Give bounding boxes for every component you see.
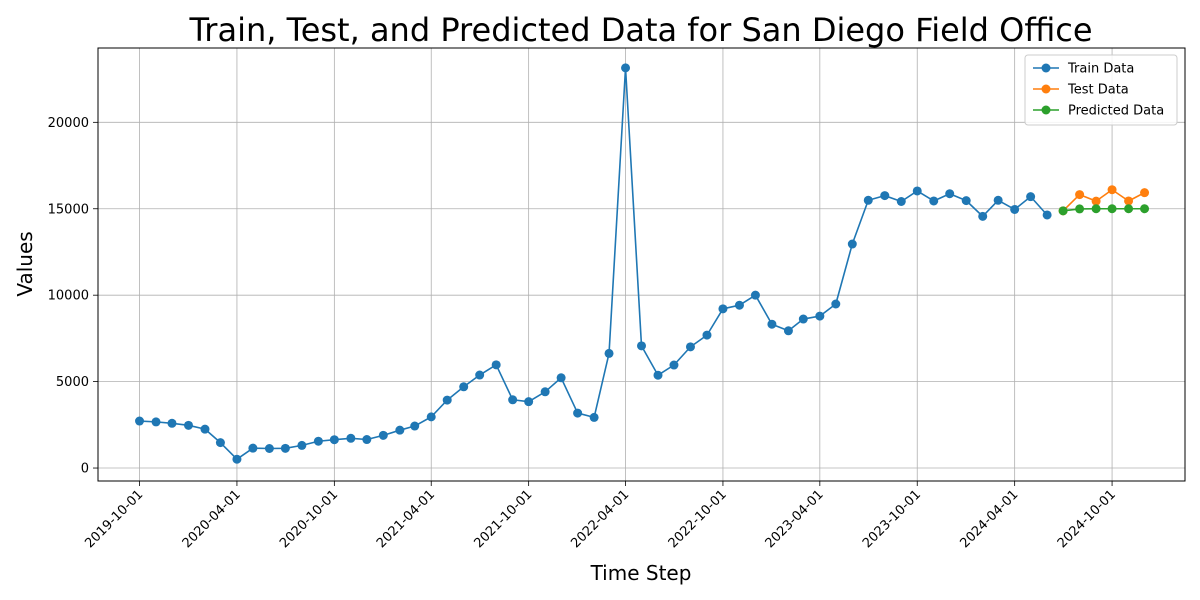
data-point-train-data xyxy=(524,397,534,407)
data-point-train-data xyxy=(508,395,518,405)
data-point-predicted-data xyxy=(1058,206,1068,216)
data-point-train-data xyxy=(1042,210,1052,220)
data-point-predicted-data xyxy=(1075,204,1085,214)
data-point-train-data xyxy=(750,290,760,300)
legend-label: Predicted Data xyxy=(1068,104,1164,119)
data-point-train-data xyxy=(863,195,873,205)
data-point-predicted-data xyxy=(1091,204,1101,214)
data-point-train-data xyxy=(491,360,501,370)
data-point-train-data xyxy=(410,421,420,431)
data-point-train-data xyxy=(264,444,274,454)
grid xyxy=(98,48,1185,481)
data-point-test-data xyxy=(1091,196,1101,206)
y-tick-label: 5000 xyxy=(56,375,89,390)
data-point-train-data xyxy=(783,326,793,336)
data-point-train-data xyxy=(395,425,405,435)
data-point-train-data xyxy=(669,360,679,370)
legend-item-test-data: Test Data xyxy=(1033,83,1129,98)
data-point-test-data xyxy=(1075,190,1085,200)
y-tick-label: 0 xyxy=(81,462,89,477)
data-point-train-data xyxy=(945,189,955,199)
data-point-train-data xyxy=(280,443,290,453)
y-tick-label: 15000 xyxy=(48,202,89,217)
legend-swatch-marker xyxy=(1041,105,1051,115)
legend-label: Train Data xyxy=(1067,62,1134,77)
data-point-train-data xyxy=(346,433,356,443)
data-point-train-data xyxy=(475,370,485,380)
data-point-train-data xyxy=(718,304,728,314)
data-point-train-data xyxy=(135,416,145,426)
data-point-train-data xyxy=(978,211,988,221)
y-axis-title: Values xyxy=(13,231,37,296)
data-point-train-data xyxy=(637,341,646,351)
data-point-train-data xyxy=(685,342,695,352)
data-point-train-data xyxy=(297,440,307,450)
data-point-train-data xyxy=(556,373,566,383)
data-point-train-data xyxy=(589,412,599,422)
series-layer xyxy=(135,63,1150,464)
series-predicted-data xyxy=(1058,204,1150,216)
data-point-train-data xyxy=(798,314,808,324)
data-point-train-data xyxy=(912,186,922,196)
legend-label: Test Data xyxy=(1067,83,1129,98)
data-point-predicted-data xyxy=(1124,204,1134,214)
data-point-train-data xyxy=(1010,204,1020,214)
data-point-train-data xyxy=(993,195,1003,205)
series-train-data xyxy=(135,63,1052,464)
data-point-train-data xyxy=(378,430,388,440)
y-tick-label: 20000 xyxy=(48,116,89,131)
data-point-predicted-data xyxy=(1107,204,1117,214)
y-axis: 0 5000 10000 15000 20000 xyxy=(48,116,98,477)
data-point-train-data xyxy=(929,196,939,206)
data-point-train-data xyxy=(573,408,583,418)
data-point-train-data xyxy=(604,348,614,358)
data-point-train-data xyxy=(200,424,210,434)
data-point-train-data xyxy=(1026,192,1036,202)
data-point-test-data xyxy=(1107,185,1117,195)
data-point-train-data xyxy=(961,196,971,206)
data-point-train-data xyxy=(313,436,323,446)
data-point-train-data xyxy=(183,420,193,430)
data-point-train-data xyxy=(734,300,744,310)
data-point-train-data xyxy=(896,196,906,206)
data-point-train-data xyxy=(815,311,825,321)
data-point-test-data xyxy=(1140,188,1150,198)
data-point-train-data xyxy=(702,330,712,340)
data-point-train-data xyxy=(329,435,339,445)
data-point-predicted-data xyxy=(1140,204,1150,214)
chart-title: Train, Test, and Predicted Data for San … xyxy=(188,11,1092,49)
data-point-train-data xyxy=(540,387,550,397)
data-point-train-data xyxy=(167,418,177,428)
data-point-train-data xyxy=(621,63,631,73)
legend-box xyxy=(1024,54,1178,126)
legend-swatch-marker xyxy=(1041,84,1051,94)
plot-frame xyxy=(97,47,1186,482)
data-point-train-data xyxy=(767,319,777,329)
data-point-train-data xyxy=(847,239,857,249)
legend-item-predicted-data: Predicted Data xyxy=(1033,104,1164,119)
data-point-train-data xyxy=(215,438,225,448)
data-point-train-data xyxy=(831,299,841,309)
legend-item-train-data: Train Data xyxy=(1033,62,1134,77)
legend-swatch-marker xyxy=(1041,63,1051,73)
legend: Train Data Test Data Predicted Data xyxy=(1024,54,1178,126)
data-point-train-data xyxy=(442,395,452,405)
data-point-train-data xyxy=(232,454,242,464)
data-point-test-data xyxy=(1124,196,1134,206)
data-point-train-data xyxy=(459,382,469,392)
data-point-train-data xyxy=(362,435,372,445)
series-test-data xyxy=(1058,185,1150,216)
data-point-train-data xyxy=(653,370,663,380)
plot-area xyxy=(98,48,1185,481)
data-point-train-data xyxy=(248,443,258,453)
x-axis-title: Time Step xyxy=(590,561,692,585)
y-tick-label: 10000 xyxy=(48,289,89,304)
data-point-train-data xyxy=(426,412,436,422)
data-point-train-data xyxy=(151,417,161,427)
data-point-train-data xyxy=(880,191,890,201)
